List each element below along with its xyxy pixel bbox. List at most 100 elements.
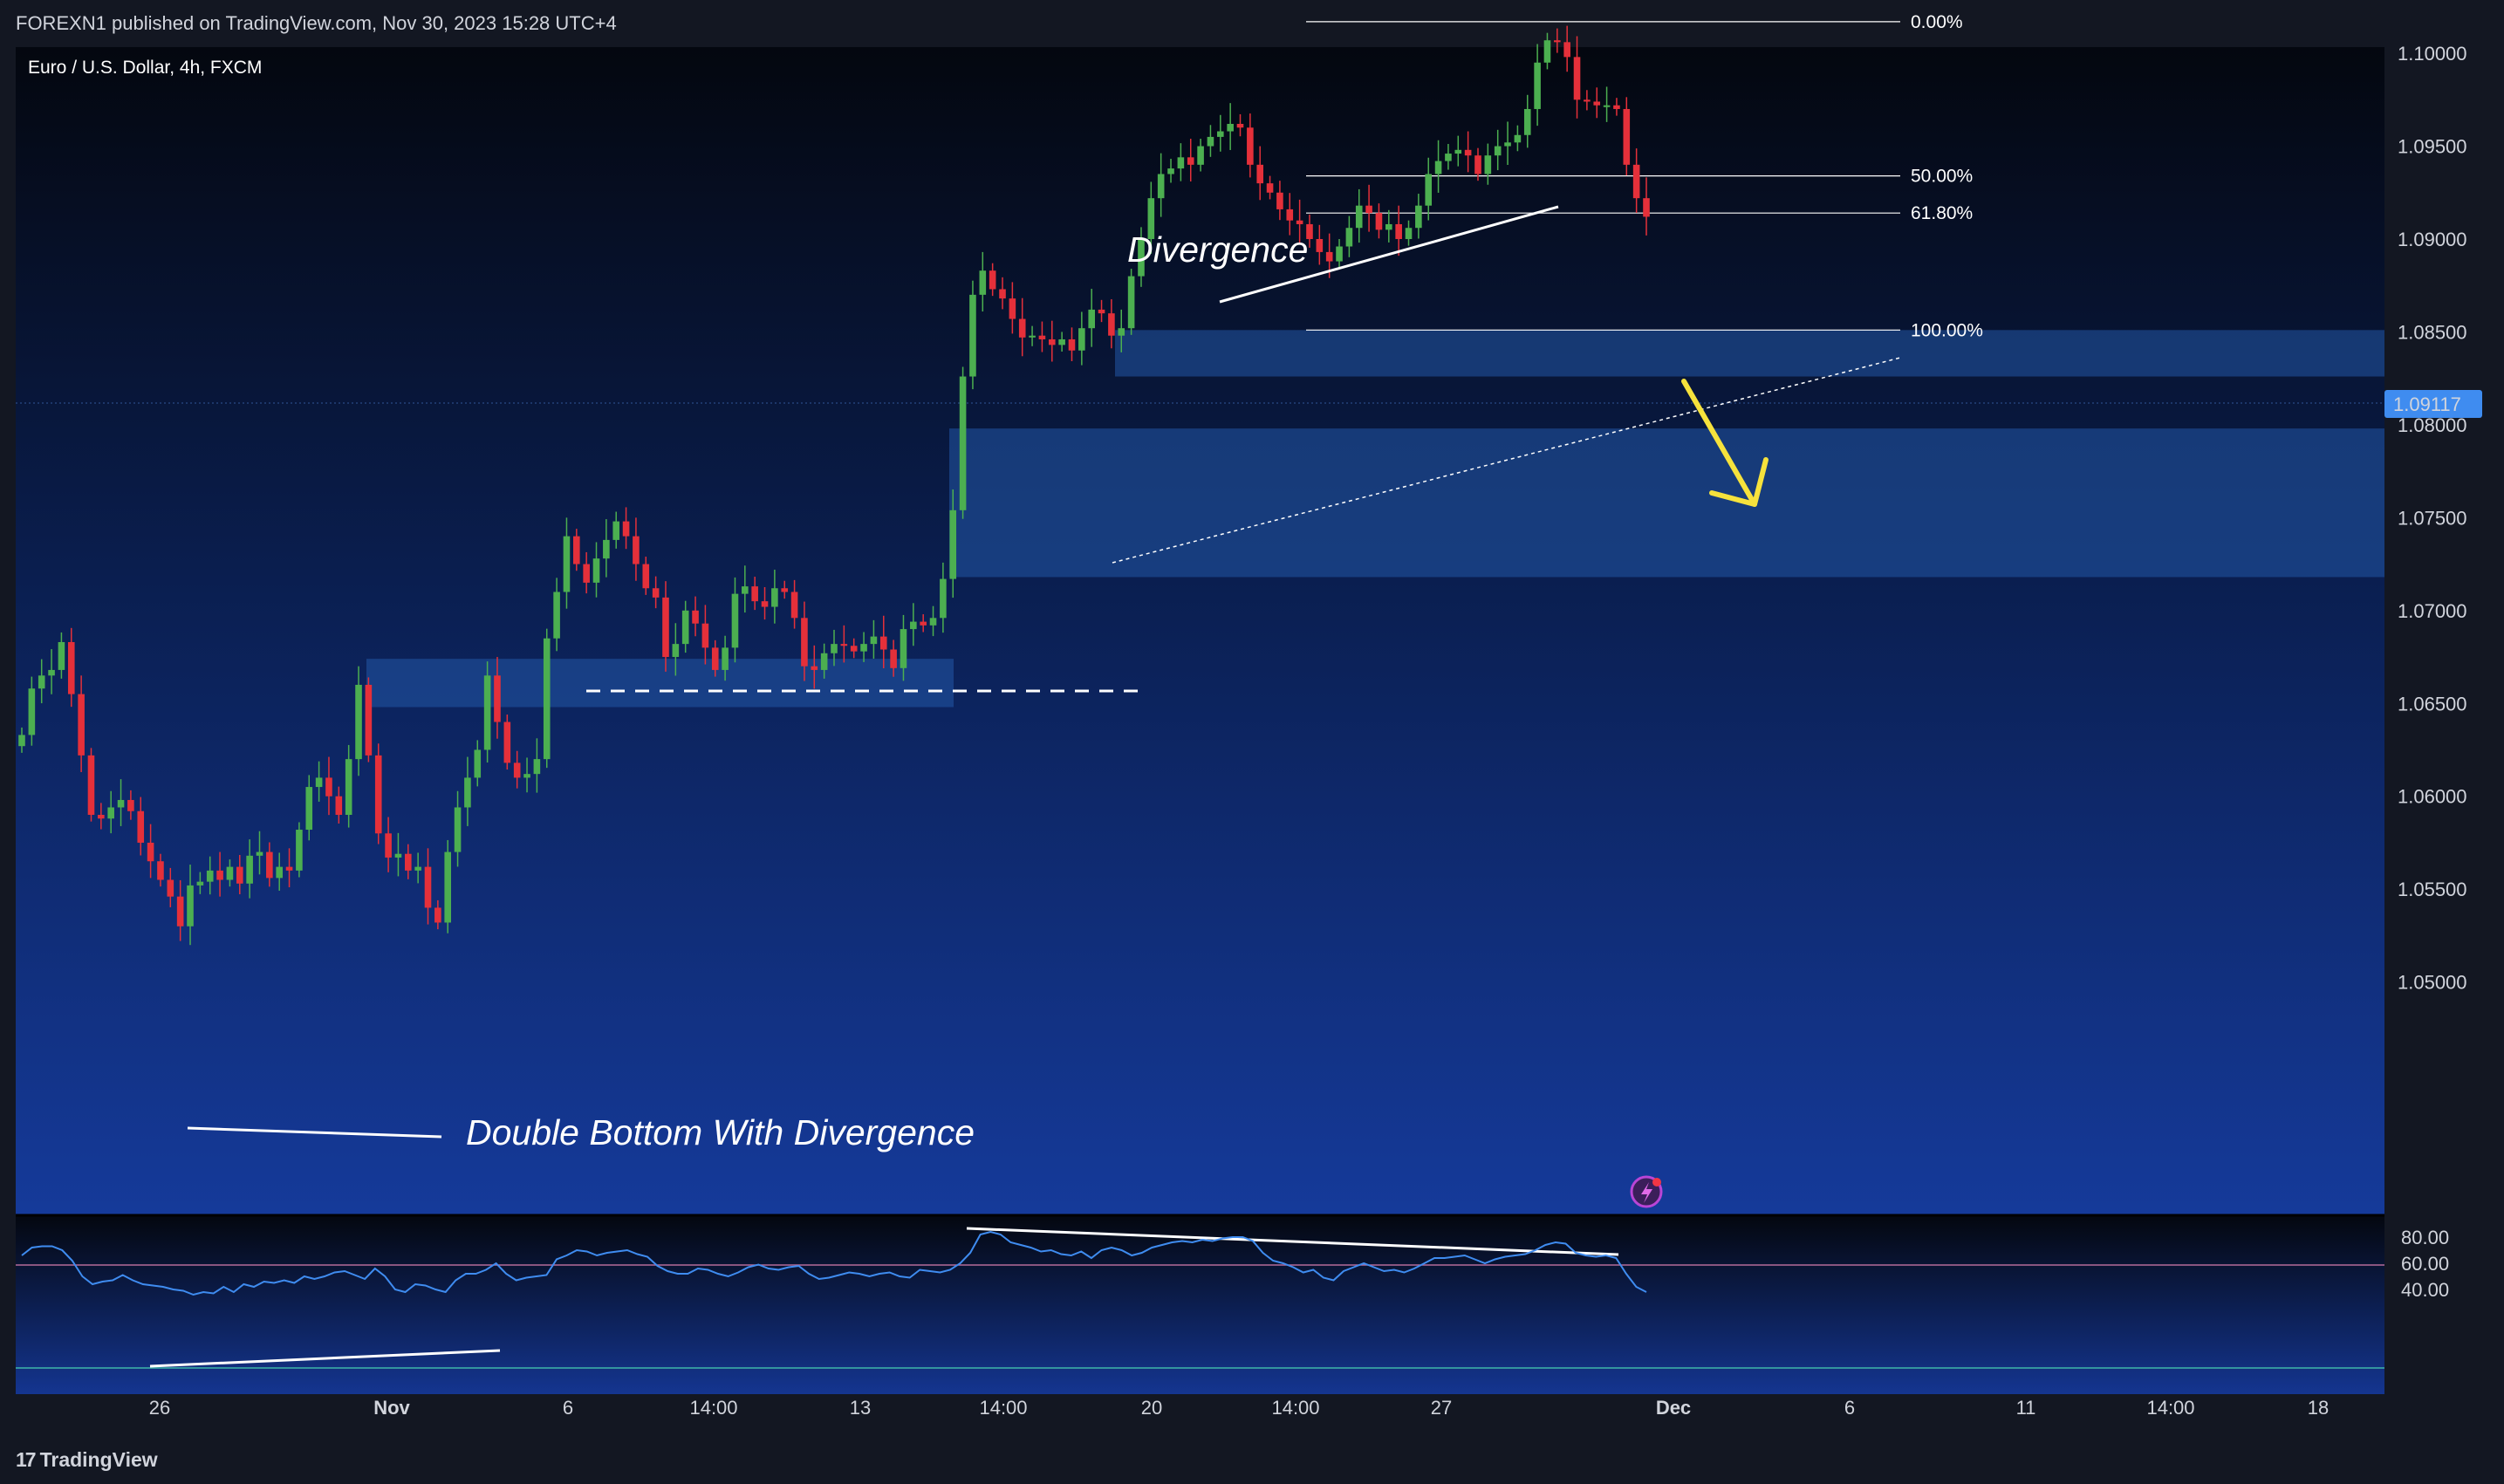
candle-body[interactable] (999, 289, 1006, 299)
candle-body[interactable] (1474, 155, 1481, 174)
trendline-dotted[interactable] (1112, 357, 1901, 564)
candle-body[interactable] (1454, 149, 1462, 154)
candle-body[interactable] (1029, 335, 1036, 338)
candle-body[interactable] (1464, 149, 1472, 156)
candle-body[interactable] (523, 774, 530, 778)
candle-body[interactable] (474, 749, 482, 778)
candle-body[interactable] (543, 638, 551, 760)
candle-body[interactable] (940, 578, 947, 619)
candle-body[interactable] (1336, 246, 1343, 262)
candle-body[interactable] (701, 623, 709, 648)
candle-body[interactable] (157, 861, 164, 880)
candle-body[interactable] (28, 688, 36, 735)
candle-body[interactable] (563, 536, 571, 592)
candle-body[interactable] (325, 777, 332, 797)
candle-body[interactable] (1385, 223, 1392, 230)
time-axis[interactable]: 26 Nov 6 14:00 13 14:00 20 14:00 27 Dec 6 11 14:00 18 (149, 1397, 2329, 1419)
candle-body[interactable] (117, 799, 125, 808)
candle-body[interactable] (583, 564, 590, 583)
rsi-divergence-line-top[interactable] (966, 1227, 1619, 1256)
candle-body[interactable] (256, 851, 263, 856)
candle-body[interactable] (672, 644, 680, 658)
candle-body[interactable] (1613, 105, 1620, 109)
candle-body[interactable] (1177, 157, 1185, 169)
candle-body[interactable] (454, 807, 462, 852)
candle-body[interactable] (513, 763, 521, 778)
candle-body[interactable] (1405, 228, 1413, 239)
candle-body[interactable] (305, 787, 313, 831)
candle-body[interactable] (1523, 108, 1531, 135)
candle-body[interactable] (1147, 198, 1155, 239)
candle-body[interactable] (1345, 228, 1353, 247)
candle-body[interactable] (374, 755, 382, 834)
candle-body[interactable] (266, 851, 273, 879)
candle-body[interactable] (1514, 134, 1522, 143)
candle-body[interactable] (592, 558, 600, 583)
price-axis[interactable]: 1.110001.105001.100001.095001.090001.085… (2398, 0, 2467, 994)
candle-body[interactable] (781, 588, 789, 592)
candle-body[interactable] (1088, 309, 1095, 329)
candle-body[interactable] (1306, 223, 1313, 239)
candle-body[interactable] (1425, 174, 1433, 206)
candle-body[interactable] (1504, 142, 1511, 147)
candle-body[interactable] (612, 521, 620, 540)
candle-body[interactable] (1632, 164, 1640, 199)
candle-body[interactable] (385, 833, 392, 858)
zone-rectangle[interactable] (1115, 330, 2384, 377)
candle-body[interactable] (58, 641, 65, 670)
candle-body[interactable] (394, 853, 402, 858)
candle-body[interactable] (404, 853, 412, 871)
rsi-axis[interactable]: 80.00 60.00 40.00 (2401, 1227, 2449, 1301)
candle-body[interactable] (355, 684, 362, 760)
candle-body[interactable] (1445, 154, 1452, 161)
candle-body[interactable] (127, 799, 134, 811)
candle-body[interactable] (345, 759, 352, 815)
candlestick-series[interactable] (18, 25, 1650, 946)
candle-body[interactable] (533, 759, 541, 775)
candle-body[interactable] (1227, 124, 1234, 132)
candle-body[interactable] (236, 866, 243, 884)
candle-body[interactable] (315, 777, 323, 788)
candle-body[interactable] (633, 536, 640, 564)
candle-body[interactable] (761, 601, 769, 607)
candle-body[interactable] (751, 586, 758, 602)
candle-body[interactable] (929, 618, 937, 626)
candle-body[interactable] (494, 675, 501, 722)
candle-body[interactable] (1434, 161, 1442, 174)
candle-body[interactable] (711, 647, 719, 670)
candle-body[interactable] (890, 649, 897, 668)
candle-body[interactable] (1276, 192, 1283, 209)
candle-body[interactable] (246, 855, 253, 884)
candle-body[interactable] (959, 376, 967, 510)
candle-body[interactable] (731, 593, 739, 648)
candle-body[interactable] (573, 536, 580, 564)
candle-body[interactable] (98, 814, 105, 819)
candle-body[interactable] (48, 669, 55, 676)
candle-body[interactable] (176, 896, 184, 927)
candle-body[interactable] (681, 610, 689, 645)
candle-body[interactable] (1247, 127, 1254, 165)
candle-body[interactable] (78, 694, 85, 756)
candle-body[interactable] (1296, 220, 1303, 224)
candle-body[interactable] (811, 666, 818, 670)
candle-body[interactable] (483, 675, 491, 750)
candle-body[interactable] (949, 509, 957, 579)
candle-body[interactable] (503, 721, 511, 763)
candle-body[interactable] (870, 636, 878, 645)
candle-body[interactable] (920, 621, 927, 626)
candle-body[interactable] (692, 610, 699, 624)
candle-body[interactable] (879, 636, 887, 650)
candle-body[interactable] (1316, 239, 1324, 252)
candle-body[interactable] (365, 684, 373, 756)
candle-body[interactable] (1118, 328, 1125, 336)
candle-body[interactable] (276, 866, 283, 879)
candle-body[interactable] (771, 588, 778, 607)
candle-body[interactable] (1573, 57, 1581, 100)
candle-body[interactable] (1355, 205, 1363, 229)
candle-body[interactable] (1563, 42, 1570, 58)
candle-body[interactable] (801, 618, 808, 667)
candle-body[interactable] (1009, 298, 1016, 319)
candle-body[interactable] (87, 755, 95, 815)
candle-body[interactable] (137, 810, 145, 843)
